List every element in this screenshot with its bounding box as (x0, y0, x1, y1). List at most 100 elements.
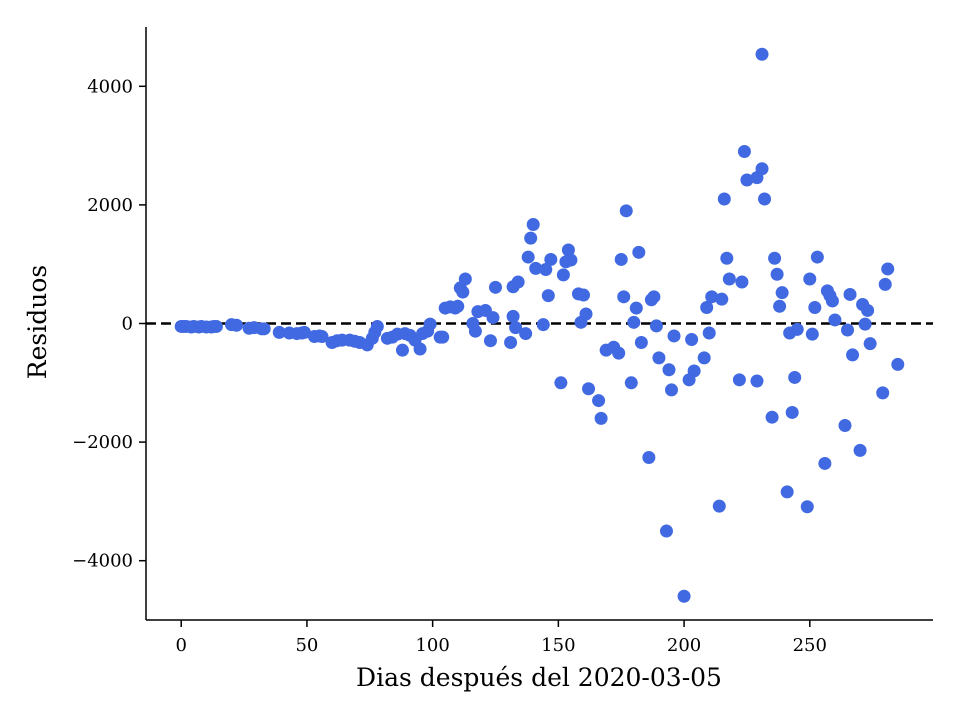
y-tick-label: 0 (122, 314, 133, 335)
data-point (722, 272, 736, 286)
data-point (544, 252, 558, 266)
data-point (853, 443, 867, 457)
data-point (785, 405, 799, 419)
data-point (800, 500, 814, 514)
data-point (750, 374, 764, 388)
data-point (541, 289, 555, 303)
data-point (592, 394, 606, 408)
x-tick-label: 200 (667, 635, 701, 656)
data-point (395, 343, 409, 357)
data-point (861, 303, 875, 317)
data-point (524, 231, 538, 245)
data-point (737, 145, 751, 159)
y-tick-label: 2000 (87, 195, 133, 216)
data-point (805, 327, 819, 341)
data-point (863, 337, 877, 351)
data-point (272, 325, 286, 339)
data-point (483, 334, 497, 348)
data-point (876, 386, 890, 400)
data-point (715, 292, 729, 306)
data-point (652, 351, 666, 365)
data-point (720, 251, 734, 265)
data-point (577, 288, 591, 302)
data-point (529, 261, 543, 275)
data-point (451, 299, 465, 313)
data-point (818, 456, 832, 470)
data-point (702, 326, 716, 340)
data-point (768, 251, 782, 265)
data-point (629, 301, 643, 315)
data-point (539, 263, 553, 277)
data-point (257, 322, 271, 336)
data-point (617, 290, 631, 304)
x-tick-label: 50 (295, 635, 318, 656)
data-point (642, 451, 656, 465)
data-point (594, 411, 608, 425)
data-point (717, 192, 731, 206)
data-point (436, 330, 450, 344)
data-point (858, 317, 872, 331)
data-point (619, 204, 633, 218)
data-point (773, 299, 787, 313)
data-point (423, 317, 437, 331)
data-point (504, 335, 518, 349)
data-point (843, 287, 857, 301)
data-point (624, 376, 638, 390)
data-point (825, 294, 839, 308)
data-point (486, 311, 500, 325)
data-point (758, 192, 772, 206)
data-point (841, 323, 855, 337)
data-point (627, 315, 641, 329)
x-tick-label: 250 (793, 635, 827, 656)
data-point (735, 275, 749, 289)
data-point (315, 330, 329, 344)
data-point (712, 499, 726, 513)
data-point (705, 290, 719, 304)
data-point (808, 300, 822, 314)
data-point (579, 307, 593, 321)
data-point (732, 373, 746, 387)
data-point (614, 252, 628, 266)
data-point (765, 410, 779, 424)
data-point (536, 318, 550, 332)
data-point (519, 327, 533, 341)
data-point (828, 313, 842, 327)
data-point (755, 162, 769, 176)
data-point (803, 272, 817, 286)
data-point (685, 333, 699, 347)
data-point (561, 243, 575, 257)
data-point (780, 485, 794, 499)
x-tick-label: 0 (175, 635, 186, 656)
x-tick-label: 150 (541, 635, 575, 656)
data-point (488, 280, 502, 294)
data-point (297, 325, 311, 339)
data-point (878, 277, 892, 291)
ticks: 0 50 100 150 200 250 −4000 −2000 0 2000 4000 (72, 76, 827, 656)
data-point (582, 382, 596, 396)
data-point (775, 286, 789, 300)
y-tick-label: −2000 (72, 432, 133, 453)
data-point (665, 383, 679, 397)
data-point (881, 262, 895, 276)
data-point (556, 268, 570, 282)
data-point (526, 217, 540, 231)
data-point (647, 290, 661, 304)
plot-area (146, 47, 933, 603)
data-point (790, 322, 804, 336)
data-point (846, 348, 860, 362)
data-point (511, 275, 525, 289)
data-point (564, 253, 578, 267)
data-point (509, 321, 523, 335)
data-point (788, 370, 802, 384)
data-point (667, 329, 681, 343)
data-point (413, 342, 427, 356)
data-point (468, 324, 482, 338)
data-point (634, 335, 648, 349)
data-point (770, 267, 784, 281)
data-point (456, 285, 470, 299)
data-point (677, 589, 691, 603)
data-point (209, 319, 223, 333)
data-point (687, 364, 701, 378)
data-point (700, 300, 714, 314)
data-point (891, 357, 905, 371)
